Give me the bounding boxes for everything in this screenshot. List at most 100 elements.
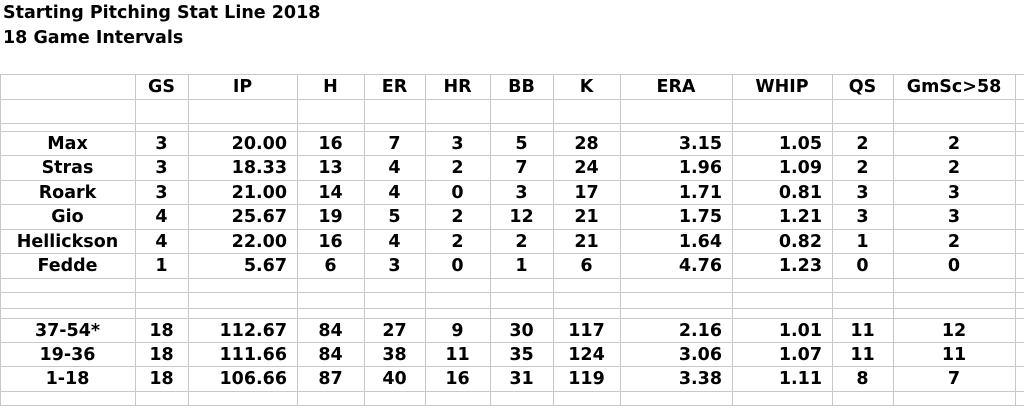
interval-qs: 8 (856, 369, 869, 389)
pitcher-er: 5 (388, 207, 401, 227)
pitcher-k: 28 (574, 134, 599, 154)
pitcher-gmsc: 2 (947, 158, 961, 178)
interval-k: 117 (568, 321, 605, 341)
grid-hline (0, 131, 1024, 132)
pitcher-bb: 5 (515, 134, 528, 154)
pitcher-gmsc: 3 (947, 207, 961, 227)
pitcher-gmsc: 2 (947, 232, 961, 252)
pitcher-bb: 3 (515, 183, 528, 203)
pitcher-k: 21 (574, 207, 599, 227)
pitcher-qs: 2 (856, 158, 869, 178)
pitcher-whip: 0.81 (778, 183, 822, 203)
pitcher-h: 19 (318, 207, 343, 227)
pitcher-qs: 2 (856, 134, 869, 154)
interval-label: 37-54* (34, 321, 101, 341)
interval-er: 38 (382, 345, 407, 365)
pitcher-gs: 4 (155, 232, 168, 252)
pitcher-gmsc: 0 (947, 256, 961, 276)
pitcher-hr: 3 (451, 134, 464, 154)
column-header-k: K (579, 77, 594, 97)
interval-bb: 35 (509, 345, 534, 365)
interval-hr: 9 (451, 321, 464, 341)
grid-hline (0, 308, 1024, 309)
grid-hline (0, 391, 1024, 392)
grid-vline (1015, 74, 1016, 406)
interval-gmsc: 7 (947, 369, 961, 389)
pitcher-era: 1.75 (678, 207, 722, 227)
grid-vline (620, 74, 621, 406)
pitcher-bb: 2 (515, 232, 528, 252)
grid-hline (0, 342, 1024, 343)
pitcher-hr: 2 (451, 207, 464, 227)
pitcher-k: 24 (574, 158, 599, 178)
interval-era: 3.06 (678, 345, 722, 365)
interval-whip: 1.07 (778, 345, 822, 365)
pitcher-era: 1.71 (678, 183, 722, 203)
pitcher-whip: 1.21 (778, 207, 822, 227)
grid-hline (0, 318, 1024, 319)
pitcher-ip: 21.00 (231, 183, 287, 203)
pitcher-gs: 3 (155, 183, 168, 203)
pitcher-ip: 20.00 (231, 134, 287, 154)
pitcher-gmsc: 2 (947, 134, 961, 154)
pitcher-era: 1.96 (678, 158, 722, 178)
pitcher-h: 14 (318, 183, 343, 203)
column-header-bb: BB (508, 77, 535, 97)
pitcher-h: 6 (324, 256, 337, 276)
interval-ip: 112.67 (219, 321, 287, 341)
pitcher-ip: 25.67 (231, 207, 287, 227)
pitcher-hr: 0 (451, 256, 464, 276)
pitcher-bb: 1 (515, 256, 528, 276)
grid-hline (0, 229, 1024, 230)
pitcher-hr: 2 (451, 158, 464, 178)
grid-hline (0, 74, 1024, 75)
interval-er: 27 (382, 321, 407, 341)
interval-k: 119 (568, 369, 605, 389)
grid-vline (490, 74, 491, 406)
pitcher-qs: 0 (856, 256, 869, 276)
interval-label: 1-18 (45, 369, 90, 389)
pitcher-name: Stras (41, 158, 94, 178)
column-header-er: ER (381, 77, 408, 97)
grid-hline (0, 204, 1024, 205)
pitcher-era: 4.76 (678, 256, 722, 276)
grid-hline (0, 180, 1024, 181)
interval-ip: 106.66 (219, 369, 287, 389)
grid-hline (0, 253, 1024, 254)
pitcher-name: Fedde (37, 256, 98, 276)
pitcher-k: 21 (574, 232, 599, 252)
interval-qs: 11 (850, 345, 875, 365)
grid-hline (0, 366, 1024, 367)
interval-bb: 31 (509, 369, 534, 389)
pitcher-name: Gio (51, 207, 84, 227)
pitcher-er: 7 (388, 134, 401, 154)
grid-vline (732, 74, 733, 406)
interval-h: 84 (318, 345, 343, 365)
interval-whip: 1.01 (778, 321, 822, 341)
interval-gmsc: 11 (941, 345, 967, 365)
grid-vline (553, 74, 554, 406)
interval-qs: 11 (850, 321, 875, 341)
interval-gmsc: 12 (941, 321, 967, 341)
pitcher-gs: 3 (155, 158, 168, 178)
pitcher-ip: 18.33 (231, 158, 287, 178)
grid-vline (0, 74, 1, 406)
pitcher-k: 17 (574, 183, 599, 203)
interval-er: 40 (382, 369, 407, 389)
interval-hr: 16 (445, 369, 470, 389)
grid-vline (364, 74, 365, 406)
pitcher-hr: 2 (451, 232, 464, 252)
table-title: Starting Pitching Stat Line 2018 (3, 3, 321, 23)
grid-hline (0, 99, 1024, 100)
grid-hline (0, 123, 1024, 124)
interval-hr: 11 (445, 345, 470, 365)
grid-vline (832, 74, 833, 406)
pitcher-name: Hellickson (16, 232, 119, 252)
interval-gs: 18 (149, 345, 174, 365)
interval-label: 19-36 (39, 345, 96, 365)
column-header-hr: HR (443, 77, 472, 97)
interval-era: 3.38 (678, 369, 722, 389)
pitcher-bb: 7 (515, 158, 528, 178)
pitcher-era: 1.64 (678, 232, 722, 252)
